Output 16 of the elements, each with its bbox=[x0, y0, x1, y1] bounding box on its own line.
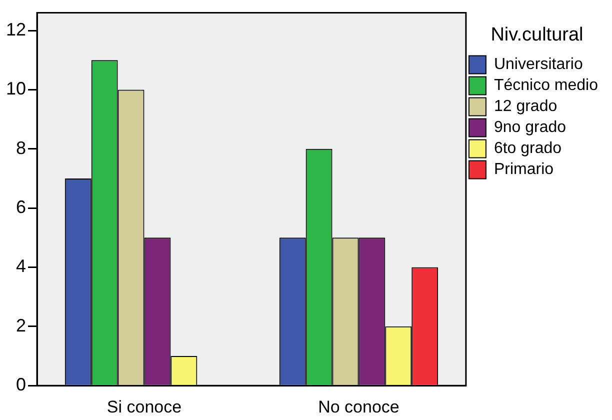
y-tick-label: 8 bbox=[16, 138, 26, 158]
legend-label: Universitario bbox=[494, 56, 583, 74]
legend-label: 6to grado bbox=[494, 140, 562, 158]
x-tick-label: No conoce bbox=[318, 397, 400, 416]
legend-title: Niv.cultural bbox=[490, 24, 584, 46]
x-tick-label: Si conoce bbox=[106, 397, 182, 416]
y-tick-label: 12 bbox=[6, 20, 26, 40]
legend-label: Técnico medio bbox=[494, 77, 598, 94]
y-tick-label: 2 bbox=[16, 315, 26, 336]
y-tick-label: 10 bbox=[6, 78, 26, 99]
y-tick-label: 4 bbox=[16, 256, 26, 276]
legend-label: 9no grado bbox=[494, 119, 566, 136]
legend-label: Primario bbox=[494, 161, 554, 178]
y-tick-label: 6 bbox=[16, 197, 26, 218]
legend-label: 12 grado bbox=[494, 98, 558, 116]
y-tick-label: 0 bbox=[16, 374, 26, 395]
